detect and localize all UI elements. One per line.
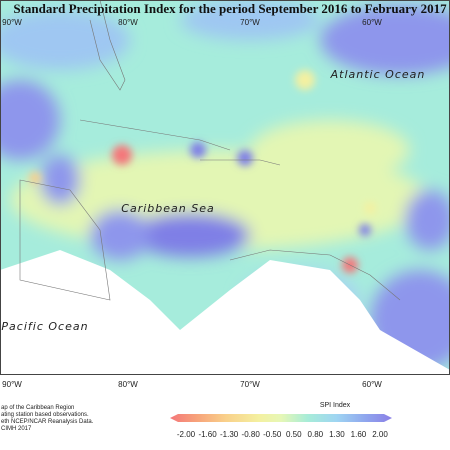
coastline <box>19 179 111 301</box>
legend-tick-label: -2.00 <box>177 430 196 439</box>
legend-tick-label: -1.60 <box>198 430 217 439</box>
longitude-label: 90°W <box>2 18 22 27</box>
legend-tick-label: 1.60 <box>351 430 367 439</box>
longitude-label: 80°W <box>118 18 138 27</box>
legend-tick-label: 0.80 <box>308 430 324 439</box>
land-south <box>0 250 380 375</box>
coastline-florida <box>89 0 126 91</box>
credit-line: ap of the Caribbean Region <box>1 405 74 411</box>
sea-label: Caribbean Sea <box>121 202 214 215</box>
legend-tick-label: 2.00 <box>372 430 388 439</box>
ocean-label: Pacific Ocean <box>1 320 88 333</box>
legend-tick-label: -1.30 <box>220 430 239 439</box>
longitude-label: 80°W <box>118 380 138 389</box>
legend-ticks: -2.00 -1.60 -1.30 -0.80 -0.50 0.50 0.80 1.30 1.6… <box>177 430 388 439</box>
longitude-label: 60°W <box>362 18 382 27</box>
legend-tick-label: 1.30 <box>329 430 345 439</box>
ocean-label: Atlantic Ocean <box>330 68 426 81</box>
credit-line: eth NCEP/NCAR Reanalysis Data. <box>1 419 94 425</box>
coastline-venezuela <box>229 249 401 301</box>
field-spots <box>29 70 376 273</box>
longitude-label: 90°W <box>2 380 22 389</box>
coastline-islands <box>79 119 281 166</box>
legend-title: SPI Index <box>320 402 351 409</box>
map-title: Standard Precipitation Index for the per… <box>13 1 447 16</box>
longitude-label: 60°W <box>362 380 382 389</box>
credit-line: ating station based observations. <box>1 412 89 418</box>
longitude-label: 70°W <box>240 380 260 389</box>
credit-line: CIMH 2017 <box>1 426 32 432</box>
longitude-label: 70°W <box>240 18 260 27</box>
legend-colorbar <box>170 414 392 422</box>
legend-tick-label: 0.50 <box>286 430 302 439</box>
land-south-east <box>380 330 450 375</box>
legend-tick-label: -0.50 <box>263 430 282 439</box>
spi-field <box>0 0 450 375</box>
legend-tick-label: -0.80 <box>242 430 261 439</box>
longitude-labels: 90°W 80°W 70°W 60°W 90°W 80°W 70°W 60°W <box>2 18 382 389</box>
